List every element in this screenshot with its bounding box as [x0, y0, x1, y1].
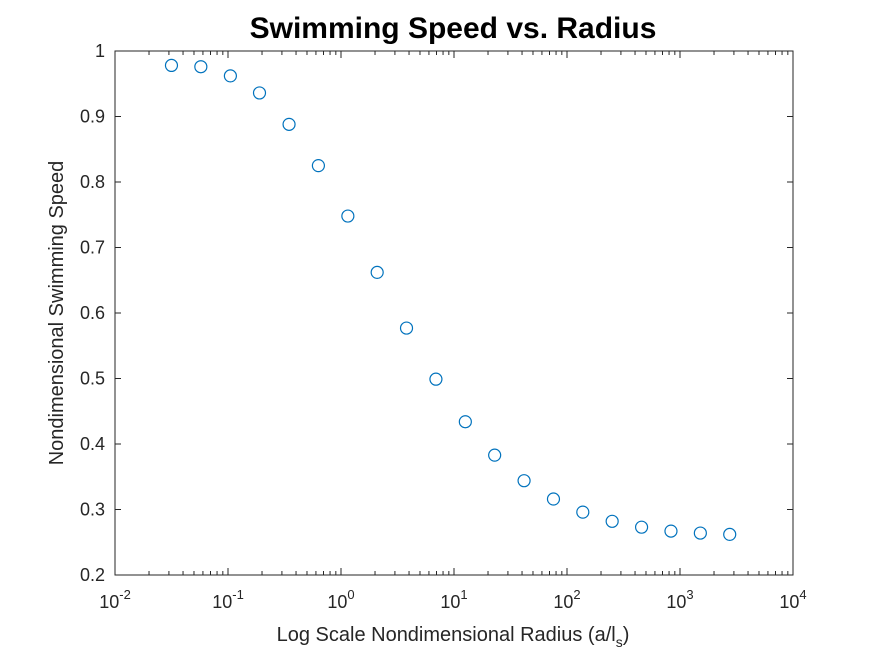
data-point — [399, 321, 414, 335]
chart-title: Swimming Speed vs. Radius — [250, 12, 657, 45]
x-tick-exponent: 4 — [799, 587, 806, 602]
y-tick-label: 0.3 — [80, 500, 105, 520]
x-tick-exponent: 3 — [686, 587, 693, 602]
x-tick-exponent: 0 — [347, 587, 354, 602]
data-point — [576, 505, 590, 519]
data-point — [517, 474, 531, 488]
x-tick-label: 101 — [440, 587, 467, 612]
data-point — [252, 86, 267, 100]
data-points — [164, 58, 737, 541]
data-point — [546, 492, 561, 506]
x-tick-label: 10-2 — [99, 587, 131, 612]
data-point — [634, 520, 649, 534]
x-tick-base: 10 — [327, 592, 347, 612]
x-tick-label: 102 — [553, 587, 580, 612]
y-tick-label: 0.6 — [80, 303, 105, 323]
data-point — [723, 527, 737, 541]
x-tick-base: 10 — [779, 592, 799, 612]
data-point — [194, 60, 208, 74]
x-tick-exponent: 1 — [460, 587, 467, 602]
data-point — [370, 265, 384, 279]
y-tick-label: 0.5 — [80, 369, 105, 389]
axis-ticks — [114, 50, 794, 576]
y-axis-label: Nondimensional Swimming Speed — [46, 161, 68, 466]
data-point — [458, 415, 472, 429]
data-point — [429, 372, 443, 386]
data-point — [605, 514, 619, 528]
data-point — [693, 526, 707, 540]
x-axis-label-main: Log Scale Nondimensional Radius (a/l — [277, 624, 616, 646]
x-tick-labels: 10-2 10-1 100 101 102 103 104 — [99, 587, 806, 612]
data-point — [164, 58, 179, 73]
y-tick-label: 0.4 — [80, 434, 105, 454]
y-tick-labels: 0.2 0.3 0.4 0.5 0.6 0.7 0.8 0.9 1 — [80, 41, 105, 585]
data-point — [223, 69, 237, 83]
x-tick-label: 104 — [779, 587, 806, 612]
data-point — [311, 159, 326, 173]
x-tick-exponent: -1 — [232, 587, 244, 602]
data-point — [664, 524, 678, 538]
x-tick-base: 10 — [99, 592, 119, 612]
x-tick-exponent: -2 — [119, 587, 131, 602]
x-tick-base: 10 — [440, 592, 460, 612]
y-tick-label: 0.7 — [80, 238, 105, 258]
data-point — [488, 448, 502, 462]
x-tick-base: 10 — [666, 592, 686, 612]
x-tick-label: 100 — [327, 587, 354, 612]
y-tick-label: 0.8 — [80, 172, 105, 192]
x-tick-base: 10 — [553, 592, 573, 612]
x-tick-label: 103 — [666, 587, 693, 612]
plot-frame — [114, 50, 794, 576]
y-tick-label: 0.9 — [80, 107, 105, 127]
x-axis-label-subscript: s — [616, 634, 623, 650]
data-point — [282, 117, 296, 131]
data-point — [341, 209, 355, 223]
x-tick-label: 10-1 — [212, 587, 244, 612]
x-axis-label-close: ) — [623, 624, 630, 646]
y-tick-label: 1 — [95, 41, 105, 61]
x-axis-label: Log Scale Nondimensional Radius (a/ls) — [277, 624, 630, 650]
x-tick-exponent: 2 — [573, 587, 580, 602]
x-tick-base: 10 — [212, 592, 232, 612]
y-tick-label: 0.2 — [80, 565, 105, 585]
